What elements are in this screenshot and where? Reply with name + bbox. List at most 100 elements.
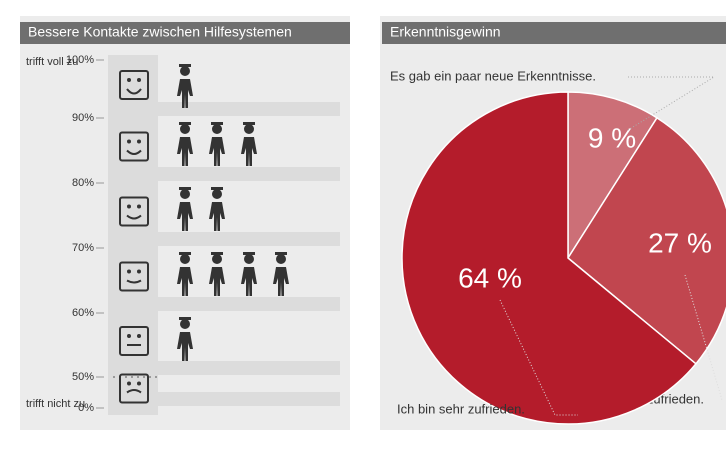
y-tick-label: 70% [72,242,94,254]
person-body [177,202,193,231]
face [119,196,149,227]
person-cap [179,317,191,320]
eye [137,381,141,386]
person-body [177,267,193,296]
person-row [177,187,225,231]
person-cap [275,252,287,255]
eye [127,334,131,338]
face-box [119,373,149,404]
person-head [276,254,286,264]
eye [127,381,131,386]
face-box [119,196,149,227]
person-body [209,202,225,231]
eye [127,139,131,144]
mouth [126,214,142,220]
y-tick-label: 100% [66,54,94,66]
person-cap [179,64,191,67]
person-body [177,332,193,361]
bottom-label: trifft nicht zu [26,398,85,410]
person-head [212,189,222,199]
face-box [119,131,149,162]
person-cap [179,187,191,190]
person-cap [211,187,223,190]
person-body [209,137,225,166]
person-body [177,79,193,108]
eye [127,204,131,209]
person-row [177,122,257,166]
person-cap [243,122,255,125]
face [119,131,149,162]
person-cap [179,122,191,125]
pie-slice [567,91,658,261]
person-cap [243,252,255,255]
y-tick-label: 90% [72,112,94,124]
y-tick-label: 0% [78,402,94,414]
row-strip [158,167,340,181]
pictogram: 100% 90% 80% 70% 60% 50% 0% [66,54,340,414]
pie-slice [567,116,726,365]
person-body [241,137,257,166]
row-strip [158,232,340,246]
face-box [119,326,149,356]
person-head [180,124,190,134]
person-row [177,64,193,108]
person-cap [211,252,223,255]
eye [137,334,141,338]
person-body [209,267,225,296]
person-head [212,254,222,264]
face [119,70,149,100]
row-strip [158,392,340,406]
person-row [177,317,193,361]
person-head [180,189,190,199]
row-strip [158,102,340,116]
leader [499,299,578,416]
slice-label: 9 % [588,122,636,153]
mouth [126,389,142,394]
person-body [177,137,193,166]
eye [137,139,141,144]
pie: 9 % Es gab ein paar neue Erkenntnisse. 27 … [390,68,726,425]
y-tick-label: 80% [72,177,94,189]
row-strip [158,361,340,375]
eye [137,78,141,82]
right-title: Erkenntnisgewinn [390,24,501,40]
person-head [180,319,190,329]
person-head [212,124,222,134]
left-title-bar [20,22,350,44]
face [119,326,149,356]
mouth [126,279,142,284]
slice-label: 64 % [458,262,522,293]
person-body [241,267,257,296]
category-label: Es gab ein paar neue Erkenntnisse. [390,68,596,83]
top-label: trifft voll zu [26,56,78,68]
person-cap [211,122,223,125]
eye [127,78,131,82]
person-head [244,254,254,264]
person-body [273,267,289,296]
leader [684,274,723,401]
eye [127,269,131,274]
leader [627,76,716,131]
scale-column [108,55,158,415]
mouth [126,88,142,95]
row-strip [158,297,340,311]
person-head [180,66,190,76]
mouth [126,149,142,155]
face-box [119,70,149,100]
person-head [180,254,190,264]
pie-slice [401,91,697,425]
person-row [177,252,289,296]
right-title-bar [382,22,726,44]
y-tick-label: 60% [72,307,94,319]
eye [137,269,141,274]
person-cap [179,252,191,255]
person-head [244,124,254,134]
eye [137,204,141,209]
face [119,373,149,404]
face-box [119,261,149,292]
slice-label: 27 % [648,227,712,258]
face [119,261,149,292]
left-title: Bessere Kontakte zwischen Hilfesystemen [28,24,292,40]
y-tick-label: 50% [72,371,94,383]
